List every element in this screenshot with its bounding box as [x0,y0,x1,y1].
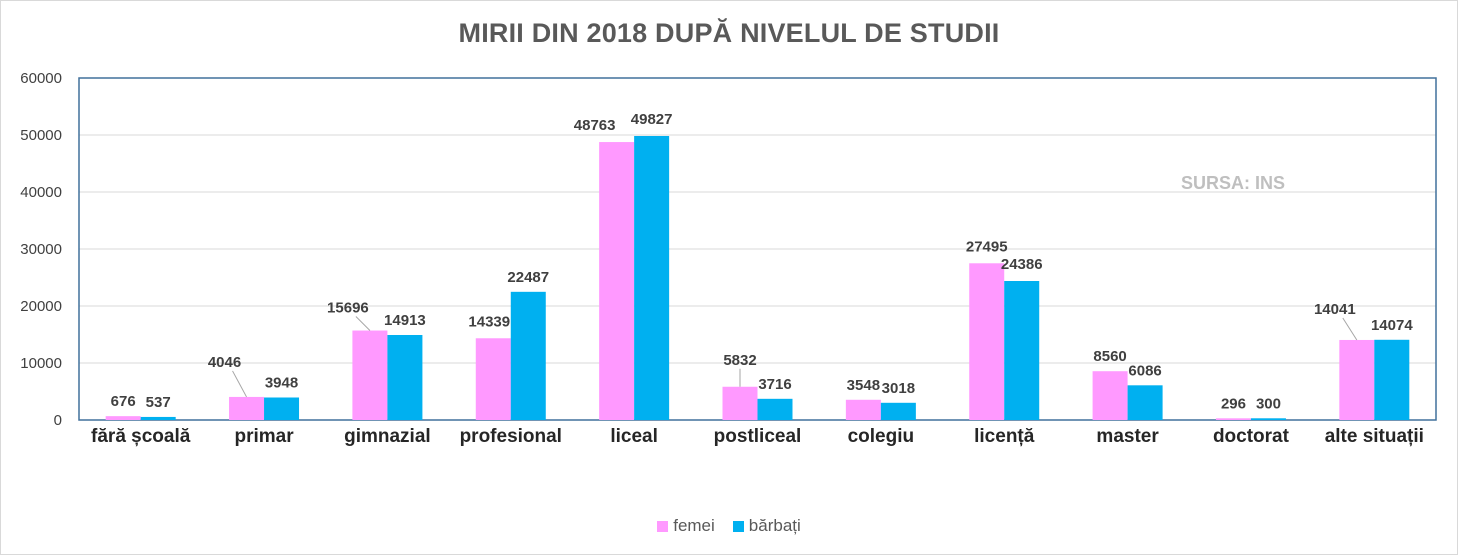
y-tick-label: 50000 [20,127,62,144]
data-label: 24386 [1001,256,1043,273]
y-tick-label: 10000 [20,355,62,372]
bar-femei [599,142,635,420]
bar-barbati [1374,339,1410,420]
bar-femei [845,399,881,420]
x-tick-label: licență [974,426,1035,447]
legend-label-barbati: bărbați [748,516,801,535]
legend-item-femei: femei [657,516,715,536]
bar-barbati [1004,280,1040,420]
bar-femei [722,386,758,420]
data-label: 14339 [468,313,510,330]
legend-swatch-barbati [732,520,744,532]
x-tick-label: postliceal [714,426,802,447]
x-tick-label: profesional [460,426,562,447]
bar-femei [475,338,511,420]
x-tick-label: colegiu [848,426,915,447]
data-label: 14041 [1314,301,1356,318]
legend-item-barbati: bărbați [732,516,801,536]
data-label: 22487 [507,269,549,286]
bar-barbati [140,416,176,420]
bar-femei [1092,371,1128,420]
bar-femei [969,263,1005,420]
data-label: 300 [1256,395,1281,412]
data-label: 3018 [882,380,915,397]
y-tick-label: 30000 [20,241,62,258]
data-label: 15696 [327,300,369,317]
data-label: 14074 [1371,317,1413,334]
bar-barbati [880,402,916,420]
data-label: 8560 [1093,348,1126,365]
x-tick-label: fără școală [91,426,191,447]
data-label: 48763 [574,117,616,134]
y-tick-label: 0 [54,412,62,429]
chart-legend: femei bărbați [0,516,1458,536]
x-tick-label: gimnazial [344,426,431,447]
x-tick-label: liceal [610,426,658,447]
bar-barbati [510,291,546,420]
data-label: 3548 [847,377,880,394]
y-tick-label: 20000 [20,298,62,315]
x-tick-label: primar [234,426,294,447]
data-label: 6086 [1128,362,1161,379]
leader-line [1342,317,1358,341]
legend-swatch-femei [657,520,669,532]
data-label: 49827 [631,111,673,128]
bar-barbati [264,397,300,420]
bar-femei [229,396,265,420]
bar-femei [105,416,141,420]
data-label: 296 [1221,395,1246,412]
data-label: 5832 [723,352,756,369]
data-label: 537 [146,394,171,411]
leader-line [355,316,371,331]
data-label: 4046 [208,354,241,371]
bar-femei [1339,339,1375,420]
y-tick-label: 40000 [20,184,62,201]
bar-barbati [757,398,793,420]
bar-barbati [634,135,670,421]
chart-title: MIRII DIN 2018 DUPĂ NIVELUL DE STUDII [458,18,1000,48]
bar-femei [352,330,388,420]
bar-barbati [1127,385,1163,420]
source-annotation: SURSA: INS [1181,173,1285,193]
data-label: 676 [111,393,136,410]
y-tick-label: 60000 [20,70,62,87]
bar-femei [1215,418,1251,420]
x-tick-label: doctorat [1213,426,1290,447]
legend-label-femei: femei [673,516,715,535]
data-label: 3948 [265,374,298,391]
bar-barbati [387,334,423,420]
data-label: 27495 [966,238,1008,255]
data-label: 3716 [758,376,791,393]
x-tick-label: master [1096,426,1159,447]
leader-line [232,370,247,398]
data-label: 14913 [384,312,426,329]
x-tick-label: alte situații [1325,426,1424,447]
bar-barbati [1250,418,1286,420]
